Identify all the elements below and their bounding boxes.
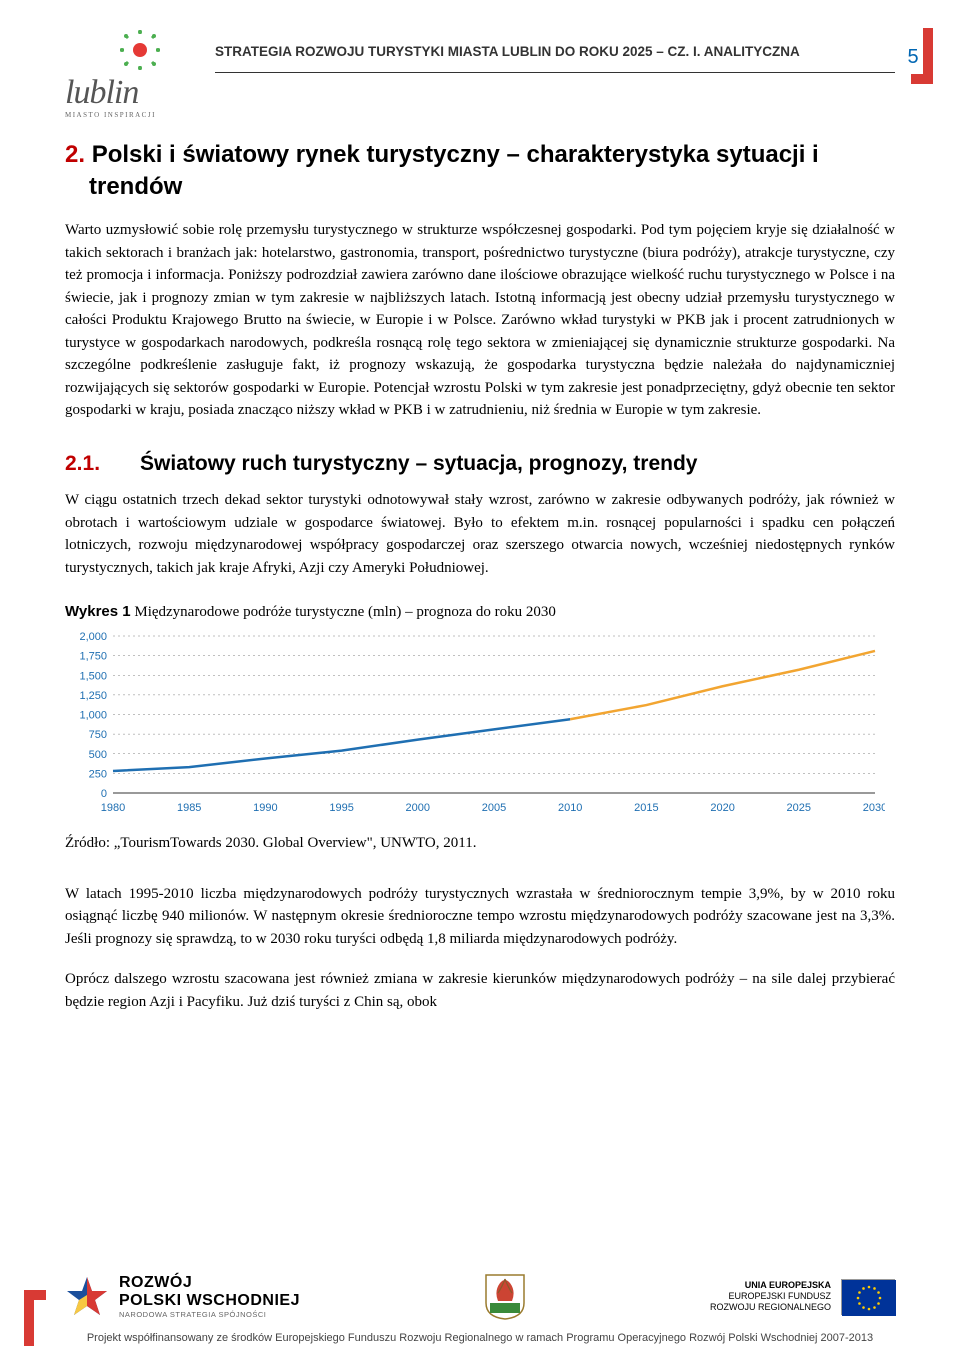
footer-right-logo: UNIA EUROPEJSKA EUROPEJSKI FUNDUSZ ROZWO… — [710, 1279, 895, 1315]
svg-text:2025: 2025 — [787, 802, 811, 814]
eu-flag-icon — [841, 1279, 895, 1315]
subsection-heading: 2.1. Światowy ruch turystyczny – sytuacj… — [65, 448, 895, 480]
paragraph-1: Warto uzmysłowić sobie rolę przemysłu tu… — [65, 219, 895, 422]
svg-text:1,750: 1,750 — [79, 651, 107, 663]
page-number: 5 — [893, 42, 933, 72]
logo-tagline: MIASTO INSPIRACJI — [65, 110, 195, 121]
lublin-logo: lublin MIASTO INSPIRACJI — [65, 30, 195, 121]
footer: ROZWÓJ POLSKI WSCHODNIEJ NARODOWA STRATE… — [65, 1273, 895, 1346]
eu-line3: ROZWOJU REGIONALNEGO — [710, 1302, 831, 1313]
svg-text:500: 500 — [89, 749, 107, 761]
section-heading: 2. Polski i światowy rynek turystyczny –… — [65, 139, 895, 204]
svg-text:1,000: 1,000 — [79, 709, 107, 721]
paragraph-4: Oprócz dalszego wzrostu szacowana jest r… — [65, 968, 895, 1013]
doc-title: STRATEGIA ROZWOJU TURYSTYKI MIASTA LUBLI… — [215, 42, 895, 62]
svg-text:2030: 2030 — [863, 802, 885, 814]
svg-text:1,500: 1,500 — [79, 670, 107, 682]
eu-line1: UNIA EUROPEJSKA — [710, 1280, 831, 1291]
svg-text:2015: 2015 — [634, 802, 658, 814]
svg-text:2010: 2010 — [558, 802, 582, 814]
subsection-number: 2.1. — [65, 448, 100, 480]
chart: 0 250 500 750 1,000 1,250 1,500 1,750 2,000 1980 1… — [65, 630, 895, 823]
chart-source: Źródło: „TourismTowards 2030. Global Ove… — [65, 832, 895, 855]
chart-caption-bold: Wykres 1 — [65, 603, 131, 620]
rpw-line1b: POLSKI WSCHODNIEJ — [119, 1292, 300, 1310]
logo-word: lublin — [65, 78, 195, 109]
section-number: 2. — [65, 141, 85, 168]
paragraph-2: W ciągu ostatnich trzech dekad sektor tu… — [65, 489, 895, 579]
rpw-star-icon — [65, 1275, 109, 1319]
rpw-line1: ROZWÓJ — [119, 1274, 300, 1292]
page: 5 lublin MIASTO INSPIRACJI — [0, 0, 960, 1366]
svg-text:2,000: 2,000 — [79, 631, 107, 643]
eu-text: UNIA EUROPEJSKA EUROPEJSKI FUNDUSZ ROZWO… — [710, 1280, 831, 1312]
chart-caption: Wykres 1 Międzynarodowe podróże turystyc… — [65, 601, 895, 624]
crest-icon — [484, 1273, 526, 1321]
svg-text:1990: 1990 — [253, 802, 277, 814]
footer-left-logo: ROZWÓJ POLSKI WSCHODNIEJ NARODOWA STRATE… — [65, 1274, 300, 1319]
svg-text:2020: 2020 — [710, 802, 734, 814]
rpw-text: ROZWÓJ POLSKI WSCHODNIEJ NARODOWA STRATE… — [119, 1274, 300, 1319]
svg-text:1985: 1985 — [177, 802, 201, 814]
svg-text:1,250: 1,250 — [79, 690, 107, 702]
svg-text:2005: 2005 — [482, 802, 506, 814]
chart-caption-text: Międzynarodowe podróże turystyczne (mln)… — [131, 604, 556, 620]
svg-text:2000: 2000 — [406, 802, 430, 814]
footer-logos: ROZWÓJ POLSKI WSCHODNIEJ NARODOWA STRATE… — [65, 1273, 895, 1321]
corner-mark-bottom — [24, 1290, 46, 1346]
svg-text:1980: 1980 — [101, 802, 125, 814]
svg-text:750: 750 — [89, 729, 107, 741]
rpw-line2: NARODOWA STRATEGIA SPÓJNOŚCI — [119, 1311, 300, 1320]
eu-line2: EUROPEJSKI FUNDUSZ — [710, 1291, 831, 1302]
header: lublin MIASTO INSPIRACJI STRATEGIA ROZWO… — [65, 30, 895, 121]
chart-svg: 0 250 500 750 1,000 1,250 1,500 1,750 2,000 1980 1… — [65, 630, 885, 815]
paragraph-3: W latach 1995-2010 liczba międzynarodowy… — [65, 883, 895, 951]
svg-text:0: 0 — [101, 788, 107, 800]
doc-title-block: STRATEGIA ROZWOJU TURYSTYKI MIASTA LUBLI… — [215, 30, 895, 73]
subsection-title: Światowy ruch turystyczny – sytuacja, pr… — [140, 448, 697, 480]
section-title: Polski i światowy rynek turystyczny – ch… — [89, 141, 819, 200]
svg-text:1995: 1995 — [329, 802, 353, 814]
footer-funding-line: Projekt współfinansowany ze środków Euro… — [65, 1331, 895, 1346]
logo-sun-icon — [120, 30, 160, 70]
svg-text:250: 250 — [89, 768, 107, 780]
doc-title-underline — [215, 60, 895, 73]
